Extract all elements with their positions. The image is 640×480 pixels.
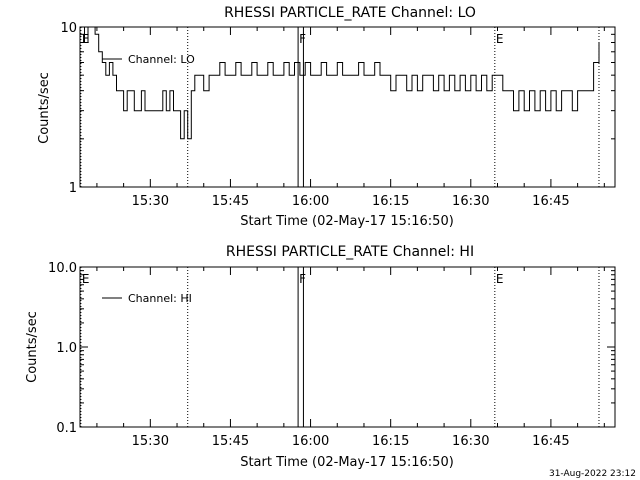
legend: Channel: LO — [102, 53, 195, 66]
x-tick-label: 16:15 — [372, 194, 409, 209]
plot-frame — [79, 26, 616, 188]
legend-label: Channel: HI — [128, 292, 192, 305]
x-axis-label: Start Time (02-May-17 15:16:50) — [240, 455, 454, 470]
y-tick-label: 1 — [69, 181, 77, 196]
axes: 15:30 15:45 16:00 16:15 16:30 16:45 0.1 1.0 10.0 — [48, 261, 616, 449]
x-axis-label: Start Time (02-May-17 15:16:50) — [240, 214, 454, 229]
marker-label: E — [82, 272, 90, 286]
data-series — [80, 26, 600, 140]
y-tick-label: 10 — [60, 21, 77, 36]
legend-label: Channel: LO — [128, 53, 195, 66]
y-tick-label: 0.1 — [56, 421, 77, 436]
marker-label: F — [299, 32, 306, 46]
y-axis-label: Counts/sec — [25, 311, 40, 383]
marker-label: E — [496, 272, 504, 286]
chart-title: RHESSI PARTICLE_RATE Channel: LO — [224, 5, 476, 21]
x-tick-label: 16:00 — [292, 434, 329, 449]
x-tick-label: 15:30 — [132, 434, 169, 449]
x-tick-label: 16:45 — [532, 194, 569, 209]
y-tick-label: 10.0 — [48, 261, 77, 276]
legend: Channel: HI — [102, 292, 192, 305]
lo-channel-panel: RHESSI PARTICLE_RATE Channel: LO 15:30 15… — [37, 5, 616, 229]
x-tick-label: 15:45 — [212, 434, 249, 449]
y-axis-label: Counts/sec — [37, 72, 52, 144]
hi-channel-panel: RHESSI PARTICLE_RATE Channel: HI 15:30 15… — [25, 244, 616, 470]
marker-label: E — [496, 32, 504, 46]
x-tick-label: 15:30 — [132, 194, 169, 209]
x-tick-label: 15:45 — [212, 194, 249, 209]
y-tick-label: 1.0 — [56, 341, 77, 356]
series-line — [80, 26, 600, 140]
axes: 15:30 15:45 16:00 16:15 16:30 16:45 1 10 — [60, 21, 616, 209]
x-tick-label: 16:15 — [372, 434, 409, 449]
marker-label: E — [82, 32, 90, 46]
x-tick-label: 16:00 — [292, 194, 329, 209]
x-tick-label: 16:30 — [452, 194, 489, 209]
x-tick-label: 16:45 — [532, 434, 569, 449]
x-tick-label: 16:30 — [452, 434, 489, 449]
chart-title: RHESSI PARTICLE_RATE Channel: HI — [226, 244, 474, 260]
marker-label: F — [299, 272, 306, 286]
footer-timestamp: 31-Aug-2022 23:12 — [549, 469, 636, 479]
